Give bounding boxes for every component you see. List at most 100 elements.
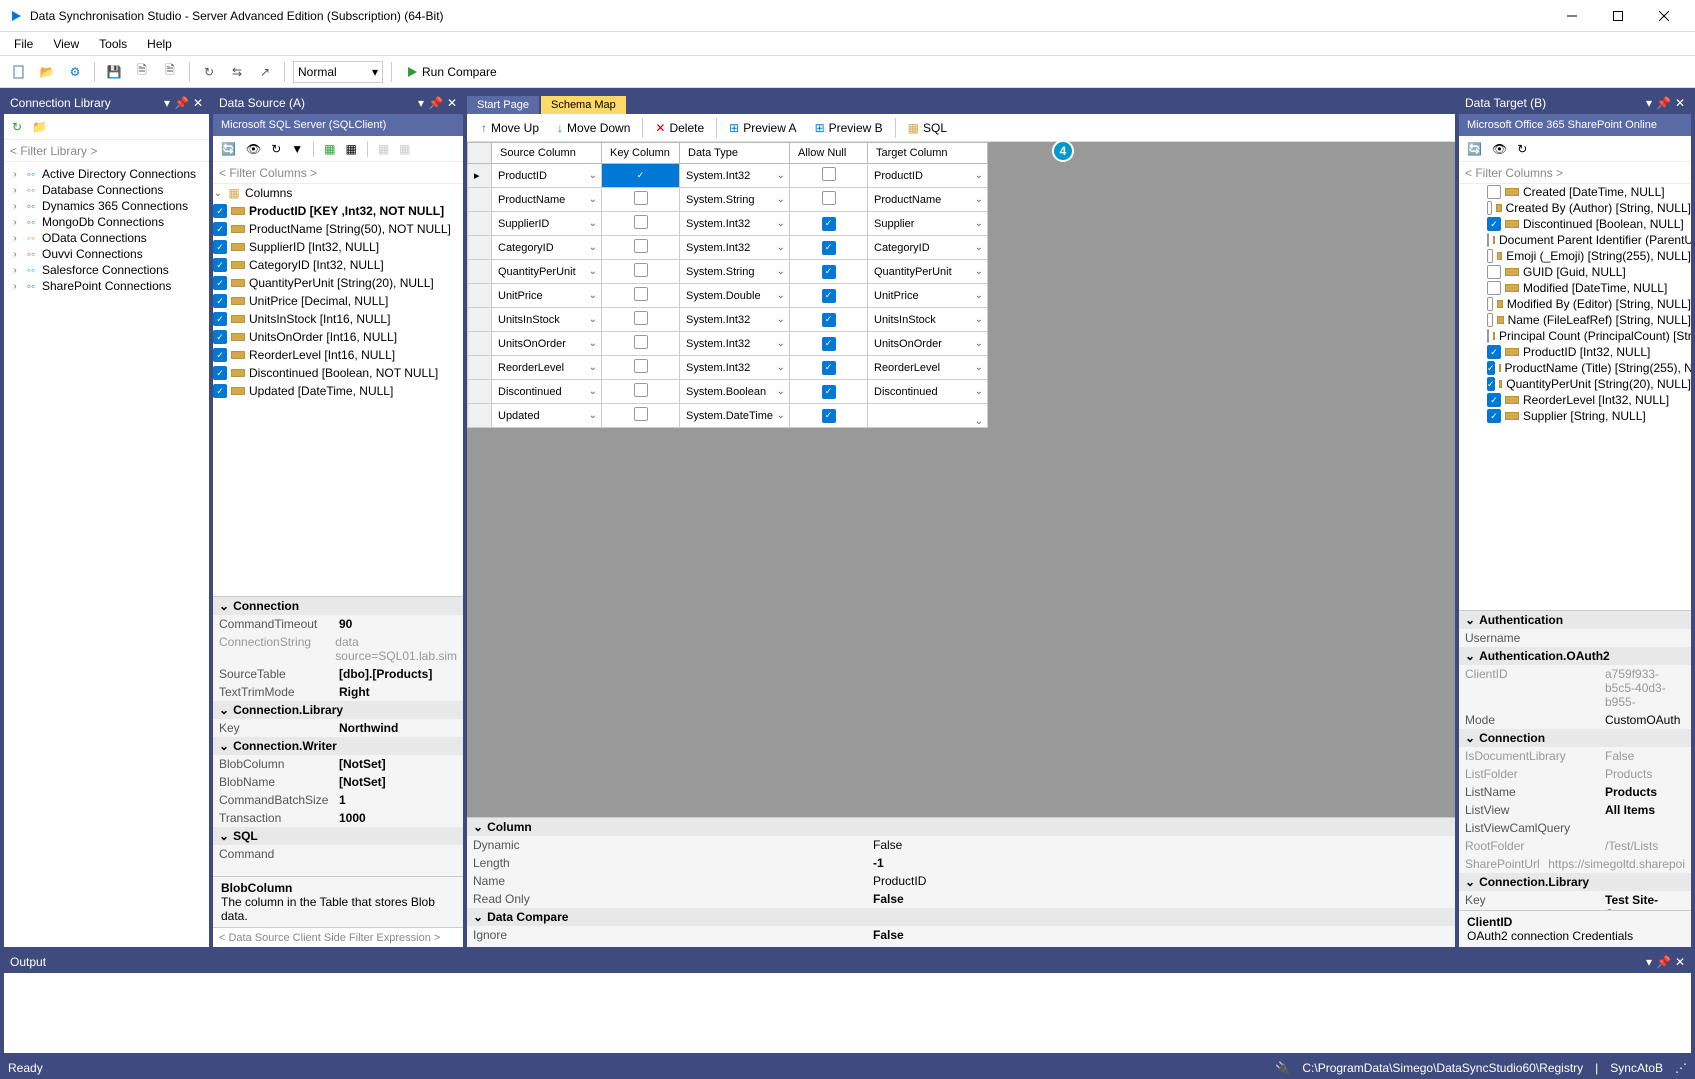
source-column-item[interactable]: ✓ProductName [String(50), NOT NULL] [213, 220, 463, 238]
refresh-icon[interactable]: 🔄 [1467, 142, 1482, 156]
grid-header[interactable]: Source Column [492, 143, 602, 164]
props-row[interactable]: ListViewAll Items [1459, 801, 1691, 819]
share-icon[interactable]: ↗ [254, 61, 276, 83]
refresh-icon[interactable]: ↻ [198, 61, 220, 83]
props-row[interactable]: Read OnlyFalse [467, 890, 1455, 908]
props-row[interactable]: Length-1 [467, 854, 1455, 872]
table-row[interactable]: Discontinued System.Boolean ✓ Discontinu… [468, 380, 988, 404]
props-row[interactable]: NameProductID [467, 872, 1455, 890]
preview-a-button[interactable]: ⊞Preview A [721, 118, 804, 138]
move-up-button[interactable]: ↑Move Up [473, 118, 547, 138]
schema-grid-container[interactable]: Source ColumnKey ColumnData TypeAllow Nu… [467, 142, 1455, 817]
table-row[interactable]: ProductName System.String ProductName [468, 188, 988, 212]
pin2-icon[interactable]: 📌 [174, 96, 189, 110]
props-row[interactable]: Transaction1000 [213, 809, 463, 827]
target-column-item[interactable]: ✓ReorderLevel [Int32, NULL] [1459, 392, 1691, 408]
source-column-item[interactable]: ✓CategoryID [Int32, NULL] [213, 256, 463, 274]
connection-item[interactable]: ›◦◦OData Connections [10, 230, 203, 246]
props-row[interactable]: ConnectionStringdata source=SQL01.lab.si… [213, 633, 463, 665]
grid1-icon[interactable]: ▦ [324, 142, 335, 156]
target-column-item[interactable]: ✓ProductID [Int32, NULL] [1459, 344, 1691, 360]
props-row[interactable]: TextTrimModeRight [213, 683, 463, 701]
tab-start-page[interactable]: Start Page [467, 96, 539, 114]
target-column-item[interactable]: GUID [Guid, NULL] [1459, 264, 1691, 280]
grid-header[interactable]: Allow Null [790, 143, 868, 164]
props-row[interactable]: ModeCustomOAuth [1459, 711, 1691, 729]
gear-icon[interactable]: ⚙ [64, 61, 86, 83]
target-column-item[interactable]: Modified By (Editor) [String, NULL] [1459, 296, 1691, 312]
table-row[interactable]: UnitsInStock System.Int32 ✓ UnitsInStock [468, 308, 988, 332]
source-column-item[interactable]: ✓ProductID [KEY ,Int32, NOT NULL] [213, 202, 463, 220]
source-column-item[interactable]: ✓UnitsOnOrder [Int16, NULL] [213, 328, 463, 346]
props-row[interactable]: ModeTargetNotEqual [467, 944, 1455, 947]
table-row[interactable]: UnitsOnOrder System.Int32 ✓ UnitsOnOrder [468, 332, 988, 356]
connection-tree[interactable]: ›◦◦Active Directory Connections›◦◦Databa… [4, 162, 209, 947]
target-column-item[interactable]: Created [DateTime, NULL] [1459, 184, 1691, 200]
grid-header[interactable]: Key Column [602, 143, 680, 164]
close-button[interactable] [1641, 0, 1687, 32]
menu-tools[interactable]: Tools [91, 35, 135, 53]
props-section[interactable]: ⌄Connection [1459, 729, 1691, 747]
source-column-item[interactable]: ✓Discontinued [Boolean, NOT NULL] [213, 364, 463, 382]
props-section[interactable]: ⌄SQL [213, 827, 463, 845]
tab-schema-map[interactable]: Schema Map [541, 96, 626, 114]
grid2-icon[interactable]: ▦ [345, 142, 356, 156]
connection-item[interactable]: ›◦◦Dynamics 365 Connections [10, 198, 203, 214]
table-row[interactable]: UnitPrice System.Double ✓ UnitPrice [468, 284, 988, 308]
props-row[interactable]: ClientIDa759f933-b5c5-40d3-b955- [1459, 665, 1691, 711]
source-column-item[interactable]: ✓SupplierID [Int32, NULL] [213, 238, 463, 256]
props-row[interactable]: BlobName[NotSet] [213, 773, 463, 791]
source-column-item[interactable]: ✓ReorderLevel [Int16, NULL] [213, 346, 463, 364]
pin-icon[interactable]: ▾ [418, 96, 424, 110]
props-section[interactable]: ⌄Connection.Library [1459, 873, 1691, 891]
menu-help[interactable]: Help [139, 35, 180, 53]
target-column-item[interactable]: ✓Supplier [String, NULL] [1459, 408, 1691, 424]
connection-item[interactable]: ›◦◦Ouvvi Connections [10, 246, 203, 262]
filter-icon[interactable]: ▼ [291, 142, 303, 156]
source-column-item[interactable]: ✓QuantityPerUnit [String(20), NULL] [213, 274, 463, 292]
target-column-item[interactable]: Created By (Author) [String, NULL] [1459, 200, 1691, 216]
props-section[interactable]: ⌄Data Compare [467, 908, 1455, 926]
source-column-item[interactable]: ✓Updated [DateTime, NULL] [213, 382, 463, 400]
resize-grip-icon[interactable]: ⋰ [1675, 1061, 1687, 1075]
source-column-item[interactable]: ✓UnitsInStock [Int16, NULL] [213, 310, 463, 328]
filter-library[interactable]: < Filter Library > [4, 140, 209, 162]
pin2-icon[interactable]: 📌 [1656, 96, 1671, 110]
close-panel-icon[interactable]: ✕ [1675, 955, 1685, 969]
preview-b-button[interactable]: ⊞Preview B [807, 118, 891, 138]
mode-dropdown[interactable]: Normal▾ [293, 61, 383, 83]
grid3-icon[interactable]: ▦ [378, 142, 389, 156]
target-column-item[interactable]: ✓Discontinued [Boolean, NULL] [1459, 216, 1691, 232]
connection-item[interactable]: ›◦◦Salesforce Connections [10, 262, 203, 278]
sql-button[interactable]: ▦SQL [900, 118, 955, 138]
target-column-item[interactable]: ✓ProductName (Title) [String(255), NUL [1459, 360, 1691, 376]
folder-icon[interactable]: 📁 [32, 120, 47, 134]
close-panel-icon[interactable]: ✕ [193, 96, 203, 110]
connection-item[interactable]: ›◦◦SharePoint Connections [10, 278, 203, 294]
props-row[interactable]: CommandTimeout90 [213, 615, 463, 633]
pin2-icon[interactable]: 📌 [428, 96, 443, 110]
props-section[interactable]: ⌄Authentication.OAuth2 [1459, 647, 1691, 665]
connection-item[interactable]: ›◦◦MongoDb Connections [10, 214, 203, 230]
props-row[interactable]: BlobColumn[NotSet] [213, 755, 463, 773]
close-panel-icon[interactable]: ✕ [447, 96, 457, 110]
props-row[interactable]: Command [213, 845, 463, 863]
props-section[interactable]: ⌄Authentication [1459, 611, 1691, 629]
props-row[interactable]: ListFolderProducts [1459, 765, 1691, 783]
props-row[interactable]: ListViewCamlQuery [1459, 819, 1691, 837]
table-row[interactable]: Updated System.DateTime ✓ [468, 404, 988, 428]
props-section[interactable]: ⌄Column [467, 818, 1455, 836]
pin-icon[interactable]: ▾ [164, 96, 170, 110]
schema-properties[interactable]: ⌄ColumnDynamicFalseLength-1NameProductID… [467, 817, 1455, 947]
target-columns-tree[interactable]: Created [DateTime, NULL]Created By (Auth… [1459, 184, 1691, 610]
target-column-item[interactable]: Document Parent Identifier (ParentUn [1459, 232, 1691, 248]
pin-icon[interactable]: ▾ [1646, 96, 1652, 110]
reload-icon[interactable]: ↻ [1517, 142, 1527, 156]
grid-header[interactable]: Data Type [680, 143, 790, 164]
new-icon[interactable] [8, 61, 30, 83]
target-column-item[interactable]: Emoji (_Emoji) [String(255), NULL] [1459, 248, 1691, 264]
grid4-icon[interactable]: ▦ [399, 142, 410, 156]
props-row[interactable]: Username [1459, 629, 1691, 647]
props-row[interactable]: DynamicFalse [467, 836, 1455, 854]
export-icon[interactable]: 🗎 [159, 61, 181, 83]
